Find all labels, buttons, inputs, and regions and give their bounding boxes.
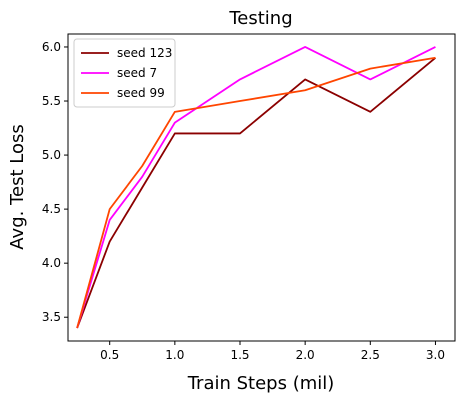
series-line-0 <box>76 57 437 329</box>
series-line-1 <box>76 46 436 329</box>
legend-label-0: seed 123 <box>117 46 172 60</box>
legend-label-2: seed 99 <box>117 86 165 100</box>
y-tick-label: 4.0 <box>42 256 61 270</box>
x-axis-label: Train Steps (mil) <box>187 373 335 394</box>
x-tick-label: 1.0 <box>165 348 184 362</box>
x-tick-label: 2.0 <box>296 348 315 362</box>
y-tick-label: 5.5 <box>42 94 61 108</box>
y-tick-label: 5.0 <box>42 148 61 162</box>
y-tick-label: 4.5 <box>42 202 61 216</box>
y-axis-label: Avg. Test Loss <box>7 124 28 249</box>
y-tick-label: 3.5 <box>42 310 61 324</box>
x-tick-label: 1.5 <box>230 348 249 362</box>
x-axis: 0.5 1.0 1.5 2.0 2.5 3.0 <box>100 341 445 362</box>
plot-frame <box>67 33 456 342</box>
series-layer <box>76 46 437 329</box>
legend-label-1: seed 7 <box>117 66 157 80</box>
y-tick-label: 6.0 <box>42 40 61 54</box>
x-tick-label: 0.5 <box>100 348 119 362</box>
plot-area: 0.5 1.0 1.5 2.0 2.5 3.0 3.5 4.0 4.5 5.0 5.5 6.0 <box>42 33 456 362</box>
legend-box <box>73 38 176 108</box>
x-tick-label: 3.0 <box>426 348 445 362</box>
series-line-2 <box>76 56 436 329</box>
y-axis: 3.5 4.0 4.5 5.0 5.5 6.0 <box>42 40 68 324</box>
legend: seed 123 seed 7 seed 99 <box>73 38 176 108</box>
x-tick-label: 2.5 <box>361 348 380 362</box>
chart-title: Testing <box>228 8 292 29</box>
